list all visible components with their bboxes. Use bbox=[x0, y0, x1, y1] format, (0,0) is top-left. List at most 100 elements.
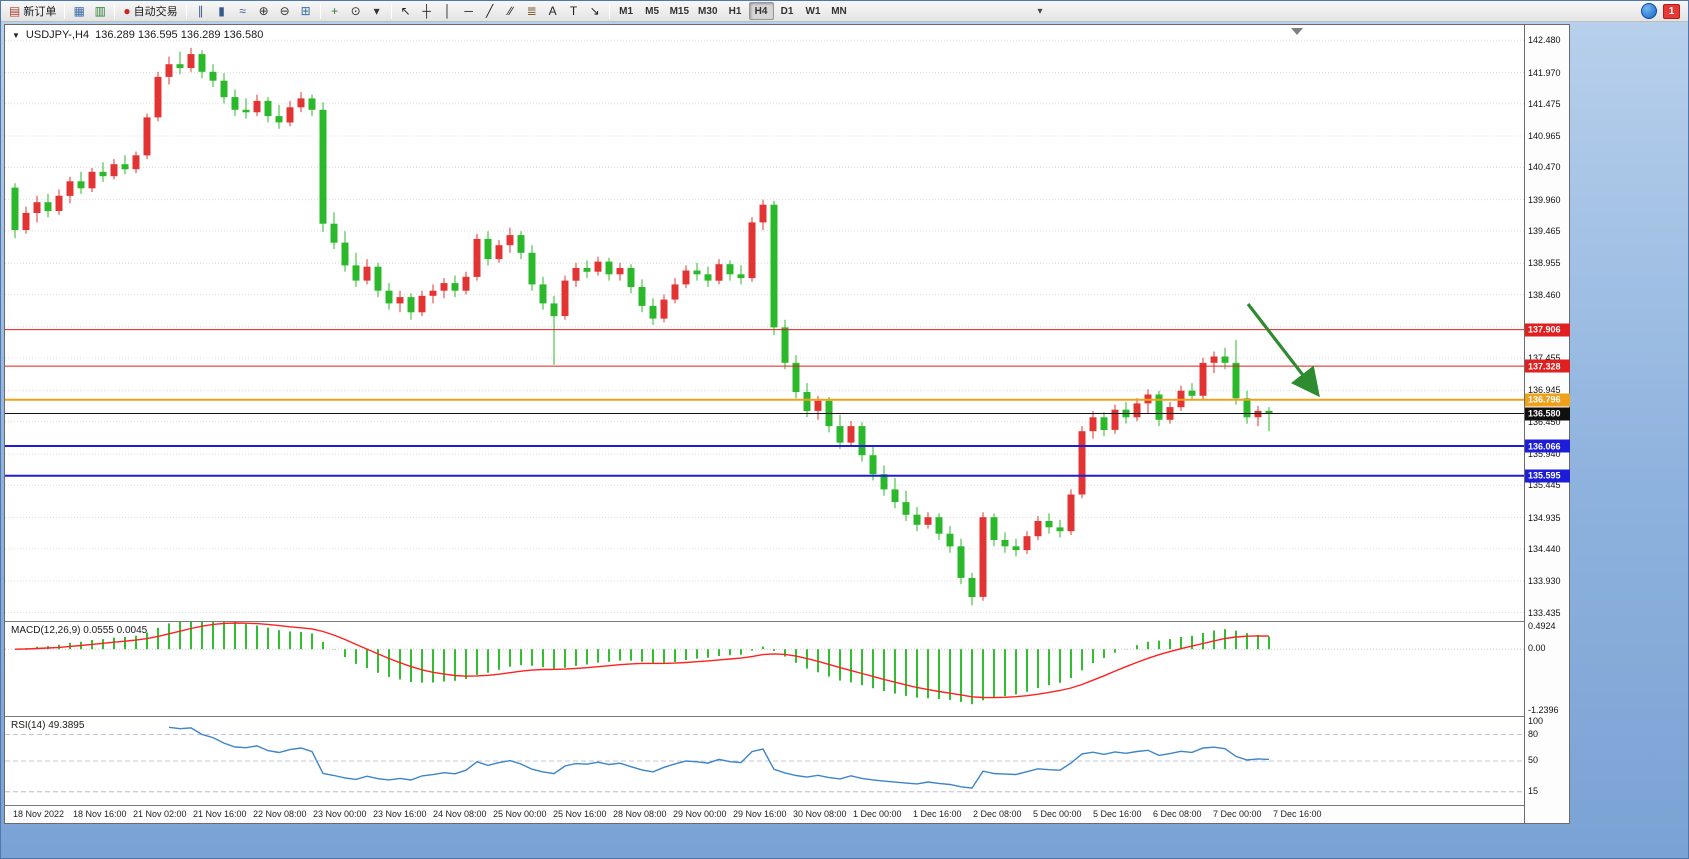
toolbar: ▤ 新订单 ▦ ▥ ● 自动交易 ∥ ▮ ≈ ⊕ ⊖ ⊞ + ⊙ ▾ ↖ ┼ │ ─ ╱ ∕∕ ≣ A T ↘ M1 M5 M15 M3… bbox=[1, 1, 1688, 22]
price-tag: 137.906 bbox=[1525, 323, 1570, 337]
indicators-button[interactable]: + bbox=[325, 2, 345, 20]
macd-panel[interactable] bbox=[5, 621, 1524, 715]
timeframe-w1-button[interactable]: W1 bbox=[805, 5, 821, 17]
templates-button[interactable]: ▾ bbox=[367, 2, 387, 20]
price-tick: 140.470 bbox=[1528, 162, 1561, 173]
chart-title: ▼ USDJPY-,H4 136.289 136.595 136.289 136… bbox=[12, 29, 263, 41]
zoom-out-icon: ⊖ bbox=[279, 4, 290, 18]
toolbar-items: ▤ 新订单 ▦ ▥ ● 自动交易 ∥ ▮ ≈ ⊕ ⊖ ⊞ + ⊙ ▾ ↖ ┼ │ ─ ╱ ∕∕ ≣ A T ↘ M1 M5 M15 M3… bbox=[5, 2, 852, 20]
price-tick: 138.955 bbox=[1528, 258, 1561, 269]
horizontal-line-button[interactable]: ─ bbox=[459, 2, 479, 20]
price-tick: 137.455 bbox=[1528, 353, 1561, 364]
chart-shift-marker bbox=[1291, 28, 1303, 35]
tile-windows-button[interactable]: ⊞ bbox=[296, 2, 316, 20]
vertical-line-icon: │ bbox=[443, 4, 452, 18]
chart-window: ▼ USDJPY-,H4 136.289 136.595 136.289 136… bbox=[4, 24, 1570, 824]
price-tag: 136.066 bbox=[1525, 439, 1570, 453]
main-price-chart[interactable] bbox=[5, 25, 1524, 621]
zoom-in-button[interactable]: ⊕ bbox=[254, 2, 274, 20]
price-scale[interactable]: 142.480 141.970 141.475 140.965 140.470 139.9… bbox=[1524, 25, 1570, 823]
label-button[interactable]: T bbox=[564, 2, 584, 20]
crosshair-button[interactable]: ┼ bbox=[417, 2, 437, 20]
price-tick: 138.460 bbox=[1528, 289, 1561, 300]
rsi-scale-tick: 100 bbox=[1528, 716, 1544, 726]
autotrading-button-label: 自动交易 bbox=[133, 6, 178, 18]
candle-chart-button[interactable]: ▮ bbox=[212, 2, 232, 20]
line-chart-button[interactable]: ≈ bbox=[233, 2, 253, 20]
autotrading-icon: ● bbox=[123, 4, 131, 18]
bar-chart-button[interactable]: ∥ bbox=[191, 2, 211, 20]
periods-button[interactable]: ⊙ bbox=[346, 2, 366, 20]
rsi-line bbox=[168, 726, 1270, 789]
bar-chart-icon: ∥ bbox=[197, 4, 204, 18]
cursor-button[interactable]: ↖ bbox=[396, 2, 416, 20]
time-label: 5 Dec 00:00 bbox=[1033, 809, 1082, 819]
price-tick: 141.475 bbox=[1528, 98, 1561, 109]
price-tick: 139.465 bbox=[1528, 225, 1561, 236]
time-label: 25 Nov 00:00 bbox=[493, 809, 547, 819]
new-order-button-label: 新订单 bbox=[23, 6, 57, 18]
rsi-scale-tick: 50 bbox=[1528, 755, 1539, 765]
time-label: 29 Nov 16:00 bbox=[733, 809, 787, 819]
macd-histogram bbox=[25, 622, 1270, 705]
profiles-button[interactable]: ▥ bbox=[90, 2, 110, 20]
timeframe-mn-button[interactable]: MN bbox=[831, 5, 847, 17]
macd-scale-tick: 0.00 bbox=[1528, 643, 1546, 654]
price-tick: 135.940 bbox=[1528, 449, 1561, 459]
channel-icon: ∕∕ bbox=[508, 4, 513, 18]
macd-scale-tick: 0.4924 bbox=[1528, 621, 1556, 631]
chart-window-button[interactable]: ▦ bbox=[69, 2, 89, 20]
templates-icon: ▾ bbox=[373, 4, 380, 18]
time-label: 21 Nov 16:00 bbox=[193, 809, 247, 819]
price-tag: 136.580 bbox=[1525, 407, 1570, 420]
new-order-button[interactable]: ▤ 新订单 bbox=[5, 2, 60, 20]
arrows-button[interactable]: ↘ bbox=[585, 2, 605, 20]
trendline-button[interactable]: ╱ bbox=[480, 2, 500, 20]
time-label: 18 Nov 2022 bbox=[13, 809, 65, 819]
timeframe-h4-button[interactable]: H4 bbox=[748, 2, 774, 20]
rsi-panel[interactable] bbox=[5, 716, 1524, 804]
autotrading-button[interactable]: ● 自动交易 bbox=[119, 2, 181, 20]
price-tag: 135.595 bbox=[1525, 469, 1570, 483]
rsi-indicator-label: RSI(14) 49.3895 bbox=[11, 720, 85, 731]
vertical-line-button[interactable]: │ bbox=[438, 2, 458, 20]
price-tick: 134.440 bbox=[1528, 543, 1561, 554]
macd-indicator-label: MACD(12,26,9) 0.0555 0.0045 bbox=[11, 625, 148, 636]
profiles-icon: ▥ bbox=[94, 4, 107, 18]
remote-app-icon[interactable] bbox=[1641, 3, 1657, 19]
timeframe-m15-button[interactable]: M15 bbox=[669, 5, 690, 17]
time-label: 18 Nov 16:00 bbox=[73, 809, 127, 819]
toolbar-separator bbox=[319, 3, 321, 19]
zoom-out-button[interactable]: ⊖ bbox=[275, 2, 295, 20]
notification-badge[interactable]: 1 bbox=[1663, 3, 1680, 19]
price-tag: 137.328 bbox=[1525, 359, 1570, 373]
crosshair-icon: ┼ bbox=[422, 4, 431, 18]
label-icon: T bbox=[569, 4, 578, 18]
text-button[interactable]: A bbox=[543, 2, 563, 20]
time-axis[interactable]: 18 Nov 2022 18 Nov 16:00 21 Nov 02:00 21 No… bbox=[5, 805, 1524, 823]
timeframe-m30-button[interactable]: M30 bbox=[698, 5, 718, 17]
symbol-dropdown-icon[interactable]: ▼ bbox=[12, 30, 20, 40]
channel-button[interactable]: ∕∕ bbox=[501, 2, 521, 20]
timeframe-m1-button[interactable]: M1 bbox=[619, 5, 634, 17]
rsi-scale-tick: 15 bbox=[1528, 785, 1539, 796]
price-tick: 135.445 bbox=[1528, 480, 1561, 491]
toolbar-overflow-chevron-icon[interactable]: ▾ bbox=[1037, 5, 1043, 17]
chart-window-icon: ▦ bbox=[73, 4, 86, 18]
price-tick: 141.970 bbox=[1528, 67, 1561, 78]
timeframe-d1-button[interactable]: D1 bbox=[780, 5, 794, 17]
periods-icon: ⊙ bbox=[350, 4, 361, 18]
time-label: 30 Nov 08:00 bbox=[793, 809, 847, 819]
candlestick-series bbox=[11, 47, 1273, 606]
price-tick: 136.945 bbox=[1528, 385, 1561, 396]
fibonacci-button[interactable]: ≣ bbox=[522, 2, 542, 20]
zoom-in-icon: ⊕ bbox=[258, 4, 269, 18]
price-tick: 134.935 bbox=[1528, 512, 1561, 523]
timeframe-h1-button[interactable]: H1 bbox=[728, 5, 742, 17]
time-label: 21 Nov 02:00 bbox=[133, 809, 187, 819]
price-tag: 136.796 bbox=[1525, 393, 1570, 407]
timeframe-m5-button[interactable]: M5 bbox=[645, 5, 660, 17]
toolbar-right-cluster: 1 bbox=[1641, 3, 1684, 19]
macd-signal-line bbox=[14, 622, 1270, 699]
